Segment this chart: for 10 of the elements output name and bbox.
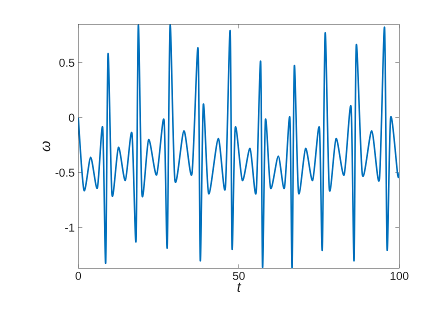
y-tick-label: -1 — [65, 224, 74, 232]
y-axis-title: ω — [42, 141, 50, 152]
x-tick-label: 100 — [390, 272, 408, 280]
x-tick-label: 0 — [76, 272, 82, 280]
y-tick-label: 0 — [68, 114, 74, 122]
y-tick-label: 0.5 — [59, 58, 74, 67]
y-tick-label: -0.5 — [56, 168, 74, 177]
x-axis-title: t — [238, 282, 242, 292]
x-tick-label: 50 — [232, 272, 245, 280]
line-series — [78, 24, 400, 268]
